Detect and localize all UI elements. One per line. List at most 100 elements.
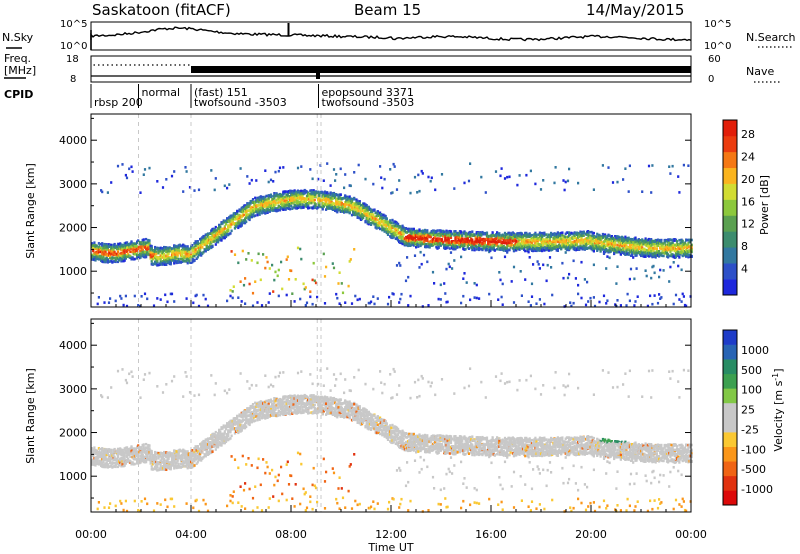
power-cell: [357, 209, 360, 213]
power-cell: [295, 207, 298, 210]
power-cell: [466, 240, 469, 244]
power-cell: [417, 173, 420, 177]
power-cell: [560, 240, 563, 244]
power-cell: [373, 302, 376, 306]
power-cell: [240, 224, 243, 227]
power-cell: [348, 260, 351, 263]
power-cell: [497, 245, 500, 248]
power-cell: [119, 244, 122, 248]
power-cell: [446, 300, 449, 304]
power-cell: [323, 302, 327, 305]
power-cell: [545, 233, 548, 236]
power-cell: [596, 241, 599, 245]
nsearch-label: N.Search: [746, 31, 796, 44]
power-cell: [204, 236, 207, 239]
power-cell: [229, 294, 232, 298]
power-cell: [231, 290, 234, 293]
power-cell: [256, 261, 259, 265]
power-cell: [312, 200, 315, 204]
power-cell: [268, 210, 271, 213]
power-cell: [496, 247, 499, 251]
power-cell: [372, 216, 375, 219]
power-cell: [359, 203, 363, 207]
power-cell: [173, 170, 176, 173]
power-cell: [519, 244, 522, 248]
power-cell: [641, 238, 644, 241]
power-cell: [634, 240, 637, 244]
power-cell: [224, 222, 228, 226]
power-cell: [469, 235, 472, 239]
date-title: 14/May/2015: [586, 1, 684, 19]
power-cell: [142, 251, 145, 254]
power-cell: [125, 255, 129, 258]
power-cell: [569, 238, 572, 242]
power-cell: [192, 259, 195, 263]
power-cell: [268, 203, 271, 207]
power-cell: [406, 256, 409, 259]
power-cell: [385, 221, 388, 224]
power-cell: [499, 240, 502, 244]
power-cell: [237, 221, 240, 224]
power-cell: [624, 238, 627, 242]
power-cell: [439, 231, 442, 235]
power-cell: [309, 193, 312, 196]
power-cell: [248, 282, 251, 286]
power-cell: [469, 162, 472, 165]
power-cell: [556, 248, 559, 251]
power-cell: [533, 233, 536, 236]
power-cell: [602, 252, 606, 255]
power-cell: [299, 247, 302, 251]
power-cell: [499, 239, 502, 242]
power-cell: [599, 249, 602, 252]
power-cell: [286, 193, 289, 196]
power-cell: [266, 260, 269, 264]
power-cell: [344, 301, 347, 304]
power-cell: [105, 245, 108, 248]
power-cell: [255, 200, 258, 203]
power-cell: [578, 245, 581, 249]
power-cell: [394, 233, 397, 237]
power-cell: [228, 183, 231, 186]
power-cell: [385, 217, 388, 220]
power-cell: [524, 244, 527, 247]
power-cell: [499, 278, 502, 282]
power-cell: [250, 215, 253, 218]
power-cell: [582, 231, 585, 234]
power-cell: [223, 233, 226, 236]
power-cell: [340, 197, 343, 201]
power-cell: [633, 304, 636, 307]
power-cell: [626, 292, 629, 296]
power-cell: [393, 165, 396, 168]
power-cell: [611, 236, 615, 240]
power-cell: [512, 265, 516, 269]
power-cell: [492, 246, 495, 249]
power-cell: [652, 253, 655, 257]
power-cell: [232, 222, 235, 226]
power-cell: [329, 184, 332, 187]
power-cell: [473, 248, 476, 252]
power-cell: [386, 232, 390, 236]
power-cell: [484, 248, 487, 252]
power-cell: [128, 248, 131, 252]
power-cell: [354, 209, 357, 213]
power-cell: [656, 244, 660, 247]
power-cell: [386, 302, 390, 306]
power-cell: [408, 234, 411, 237]
power-cell: [372, 182, 375, 186]
power-cell: [145, 237, 148, 241]
power-cell: [448, 265, 451, 269]
power-cell: [475, 236, 478, 240]
power-cell: [613, 252, 616, 255]
power-cell: [498, 248, 501, 251]
power-cell: [178, 243, 181, 247]
power-cell: [457, 240, 460, 243]
power-cell: [506, 175, 509, 179]
power-cell: [302, 282, 305, 286]
power-cell: [417, 242, 420, 246]
power-cell: [210, 238, 213, 241]
power-cell: [575, 243, 579, 247]
power-cell: [443, 282, 446, 285]
power-cell: [138, 305, 141, 308]
power-cell: [282, 166, 285, 169]
